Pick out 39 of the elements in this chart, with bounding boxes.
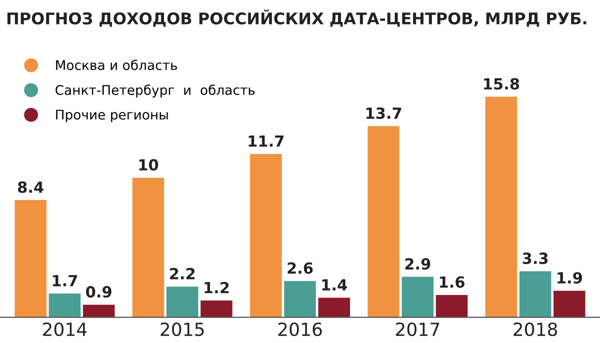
x-tick-label: 2018 (514, 322, 558, 336)
bar (200, 300, 232, 318)
data-label: 1.2 (204, 282, 229, 294)
data-label: 0.9 (86, 286, 112, 298)
data-label: 2.6 (288, 262, 313, 274)
x-tick-label: 2014 (43, 322, 87, 336)
x-tick-label: 2017 (396, 322, 440, 336)
legend-label: Прочие регионы (56, 110, 168, 122)
bar (166, 286, 198, 318)
bar (132, 178, 164, 318)
data-label: 1.6 (440, 276, 464, 288)
bar (436, 294, 468, 318)
data-label: 3.3 (522, 252, 548, 264)
legend-label: Санкт-Петербург и область (56, 84, 255, 98)
bar (284, 280, 316, 318)
x-tick-label: 2016 (278, 322, 322, 336)
chart-title: ПРОГНОЗ ДОХОДОВ РОССИЙСКИХ ДАТА-ЦЕНТРОВ, МЛРД РУБ. (7, 9, 586, 27)
bar (368, 126, 400, 318)
data-label: 1.7 (52, 275, 78, 286)
data-label: 8.4 (18, 181, 44, 193)
bar (82, 304, 115, 318)
x-tick-label: 2015 (160, 322, 204, 336)
data-label: 1.4 (322, 279, 347, 290)
data-label: 2.9 (405, 258, 430, 270)
data-label: 2.2 (170, 268, 195, 280)
bar (485, 96, 518, 318)
bar (250, 154, 282, 318)
bar (402, 276, 434, 318)
data-label: 11.7 (248, 136, 284, 147)
data-label: 15.8 (484, 78, 520, 90)
bar (554, 290, 586, 318)
data-label: 13.7 (366, 107, 402, 119)
bar (48, 294, 81, 318)
bar (519, 271, 552, 318)
data-label: 1.9 (558, 272, 582, 284)
data-label: 10 (139, 159, 158, 171)
bar (14, 200, 46, 318)
bar (318, 298, 350, 318)
legend-label: Москва и область (56, 60, 177, 70)
